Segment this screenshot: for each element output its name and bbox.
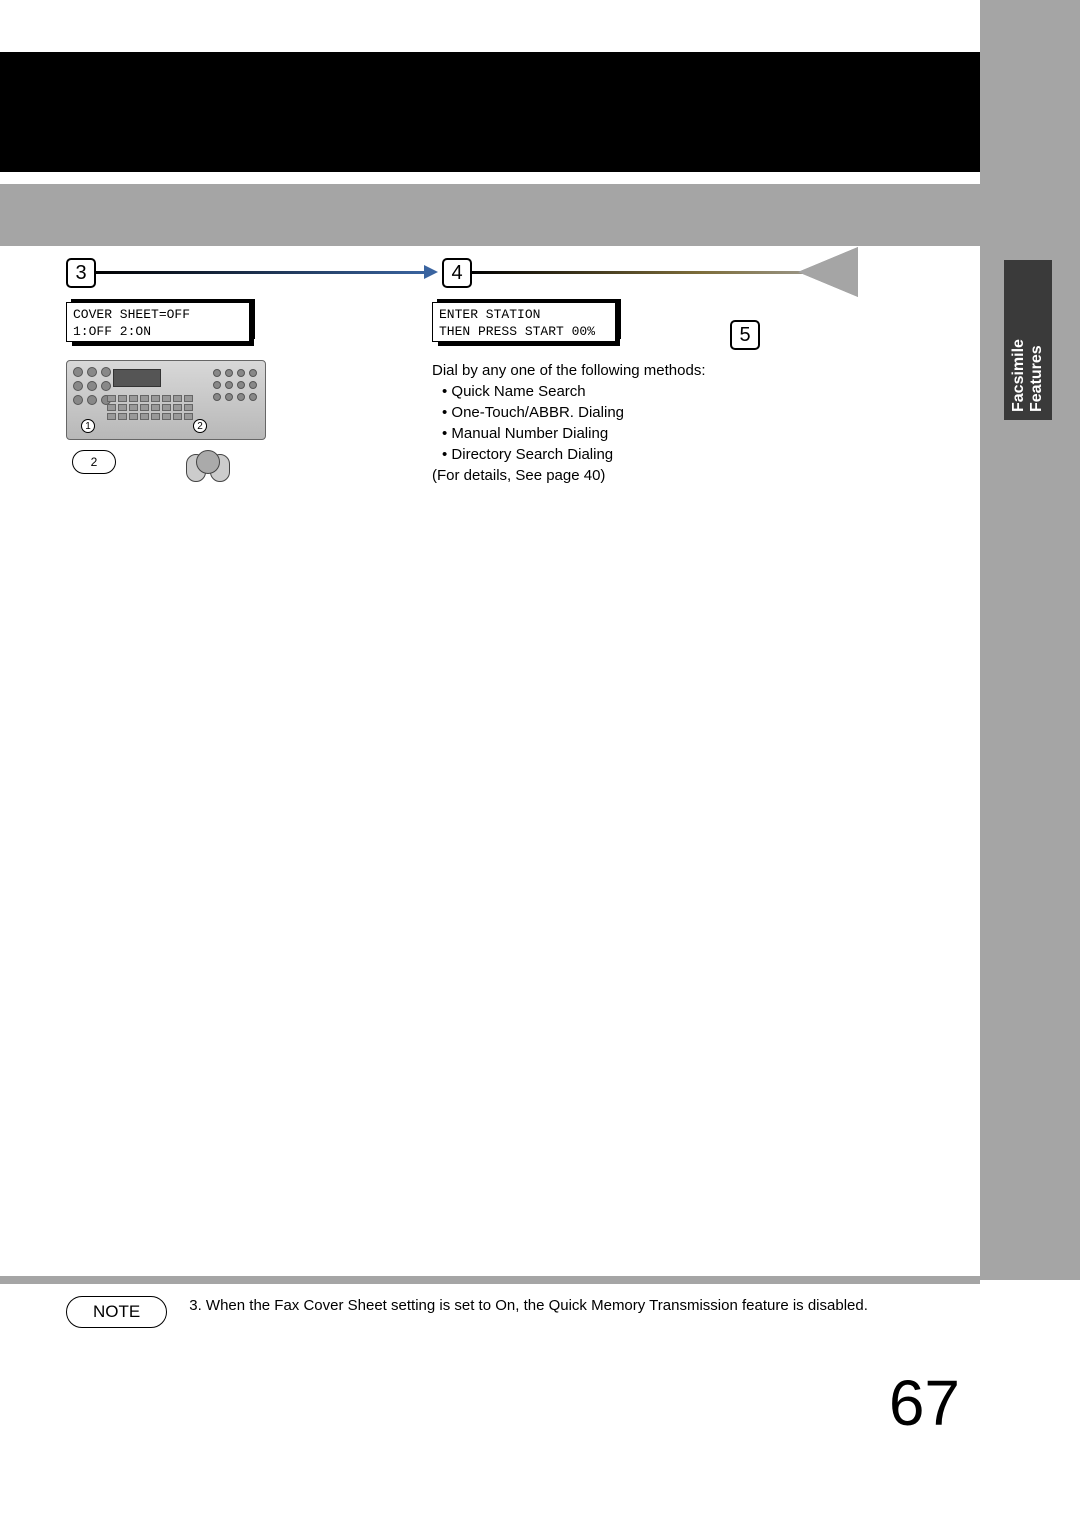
lcd-4-line2: THEN PRESS START 00% <box>439 323 609 340</box>
section-tab: Facsimile Features <box>1004 260 1052 420</box>
lcd-3-line1: COVER SHEET=OFF <box>73 306 243 323</box>
start-button-cluster <box>186 450 230 486</box>
panel-callout-2: 2 <box>193 419 207 433</box>
lcd-4-line1: ENTER STATION <box>439 306 609 323</box>
header-underline <box>0 176 980 184</box>
panel-callout-1: 1 <box>81 419 95 433</box>
control-panel-illustration: 1 2 <box>66 360 266 440</box>
step-4-column: ENTER STATION THEN PRESS START 00% Dial … <box>432 258 872 486</box>
key-2-button: 2 <box>72 450 116 474</box>
note-row: NOTE 3. When the Fax Cover Sheet setting… <box>66 1296 966 1328</box>
dialing-instructions: Dial by any one of the following methods… <box>432 360 872 486</box>
instr-item-1: Quick Name Search <box>442 381 872 402</box>
note-text: 3. When the Fax Cover Sheet setting is s… <box>189 1296 868 1316</box>
header-black-band <box>0 52 980 172</box>
instr-item-2: One-Touch/ABBR. Dialing <box>442 402 872 423</box>
instr-item-3: Manual Number Dialing <box>442 423 872 444</box>
instr-item-4: Directory Search Dialing <box>442 444 872 465</box>
lcd-3-wrap: COVER SHEET=OFF 1:OFF 2:ON <box>66 294 250 342</box>
lcd-3: COVER SHEET=OFF 1:OFF 2:ON <box>66 302 250 342</box>
page-number: 67 <box>889 1366 960 1440</box>
note-3-body: When the Fax Cover Sheet setting is set … <box>206 1297 868 1314</box>
header-gray-band <box>0 184 980 246</box>
note-3-num: 3. <box>189 1297 202 1314</box>
button-row: 2 <box>72 450 386 486</box>
lcd-4: ENTER STATION THEN PRESS START 00% <box>432 302 616 342</box>
lcd-3-line2: 1:OFF 2:ON <box>73 323 243 340</box>
note-label: NOTE <box>66 1296 167 1328</box>
instr-trail: (For details, See page 40) <box>432 465 872 486</box>
lcd-4-wrap: ENTER STATION THEN PRESS START 00% <box>432 294 616 342</box>
step-5-wrap: 5 <box>730 320 760 350</box>
step-5-box: 5 <box>730 320 760 350</box>
sidebar-gray <box>980 0 1080 1280</box>
step-3-column: COVER SHEET=OFF 1:OFF 2:ON 1 2 2 <box>66 258 386 486</box>
footer-gray-rule <box>0 1276 980 1284</box>
instr-lead: Dial by any one of the following methods… <box>432 360 872 381</box>
